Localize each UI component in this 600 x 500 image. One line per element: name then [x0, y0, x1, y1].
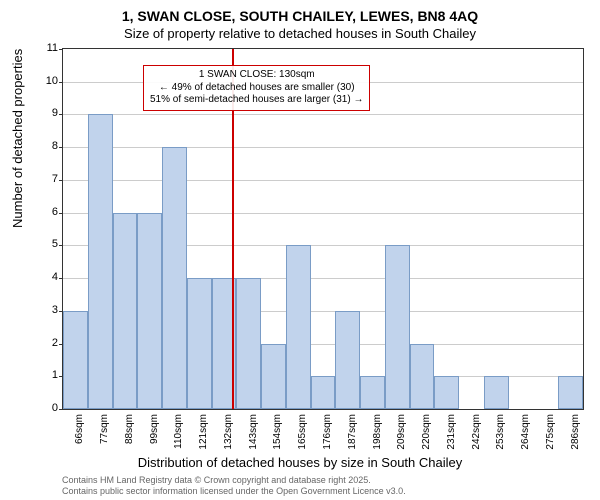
bar: [162, 147, 187, 409]
x-tick-label: 154sqm: [272, 414, 283, 454]
y-tick-label: 7: [42, 173, 58, 185]
x-tick-label: 187sqm: [347, 414, 358, 454]
bar: [236, 278, 261, 409]
x-tick-label: 99sqm: [149, 414, 160, 454]
bar: [261, 344, 286, 409]
title-sub: Size of property relative to detached ho…: [0, 26, 600, 41]
y-tick-mark: [59, 49, 63, 50]
bar: [311, 376, 336, 409]
y-gridline: [63, 147, 583, 148]
y-tick-mark: [59, 180, 63, 181]
y-tick-label: 11: [42, 42, 58, 54]
footer-line-2: Contains public sector information licen…: [62, 486, 406, 497]
y-gridline: [63, 180, 583, 181]
bar: [558, 376, 583, 409]
bar: [335, 311, 360, 409]
y-tick-label: 9: [42, 107, 58, 119]
x-tick-label: 77sqm: [99, 414, 110, 454]
bar: [88, 114, 113, 409]
x-axis-label: Distribution of detached houses by size …: [0, 455, 600, 470]
bar: [410, 344, 435, 409]
bar: [286, 245, 311, 409]
x-tick-label: 253sqm: [495, 414, 506, 454]
y-tick-mark: [59, 147, 63, 148]
y-tick-label: 2: [42, 337, 58, 349]
y-tick-label: 5: [42, 238, 58, 250]
bar: [434, 376, 459, 409]
bar: [484, 376, 509, 409]
legend-line-1: 1 SWAN CLOSE: 130sqm: [150, 69, 363, 82]
bar: [360, 376, 385, 409]
x-tick-label: 165sqm: [297, 414, 308, 454]
bar: [63, 311, 88, 409]
y-tick-mark: [59, 409, 63, 410]
y-tick-label: 1: [42, 369, 58, 381]
x-tick-label: 110sqm: [173, 414, 184, 454]
chart-container: 1, SWAN CLOSE, SOUTH CHAILEY, LEWES, BN8…: [0, 0, 600, 500]
x-tick-label: 198sqm: [372, 414, 383, 454]
x-tick-label: 220sqm: [421, 414, 432, 454]
x-tick-label: 66sqm: [74, 414, 85, 454]
y-tick-label: 3: [42, 304, 58, 316]
x-tick-label: 264sqm: [520, 414, 531, 454]
y-tick-mark: [59, 278, 63, 279]
x-tick-label: 176sqm: [322, 414, 333, 454]
footer-attribution: Contains HM Land Registry data © Crown c…: [62, 475, 406, 497]
x-tick-label: 275sqm: [545, 414, 556, 454]
y-tick-mark: [59, 82, 63, 83]
bar: [137, 213, 162, 409]
chart-plot-area: 1 SWAN CLOSE: 130sqm← 49% of detached ho…: [62, 48, 584, 410]
y-tick-mark: [59, 245, 63, 246]
bar: [113, 213, 138, 409]
bar: [187, 278, 212, 409]
y-axis-label: Number of detached properties: [10, 49, 25, 228]
y-tick-label: 0: [42, 402, 58, 414]
y-tick-label: 10: [42, 75, 58, 87]
legend-line-3: 51% of semi-detached houses are larger (…: [150, 94, 363, 107]
x-tick-label: 88sqm: [124, 414, 135, 454]
bar: [385, 245, 410, 409]
y-tick-label: 4: [42, 271, 58, 283]
y-tick-label: 8: [42, 140, 58, 152]
x-tick-label: 132sqm: [223, 414, 234, 454]
x-tick-label: 209sqm: [396, 414, 407, 454]
title-main: 1, SWAN CLOSE, SOUTH CHAILEY, LEWES, BN8…: [0, 8, 600, 24]
y-tick-label: 6: [42, 206, 58, 218]
legend-box: 1 SWAN CLOSE: 130sqm← 49% of detached ho…: [143, 65, 370, 111]
x-tick-label: 286sqm: [570, 414, 581, 454]
x-tick-label: 121sqm: [198, 414, 209, 454]
footer-line-1: Contains HM Land Registry data © Crown c…: [62, 475, 406, 486]
y-gridline: [63, 114, 583, 115]
legend-line-2: ← 49% of detached houses are smaller (30…: [150, 82, 363, 95]
x-tick-label: 242sqm: [471, 414, 482, 454]
y-tick-mark: [59, 114, 63, 115]
x-tick-label: 143sqm: [248, 414, 259, 454]
y-tick-mark: [59, 213, 63, 214]
x-tick-label: 231sqm: [446, 414, 457, 454]
